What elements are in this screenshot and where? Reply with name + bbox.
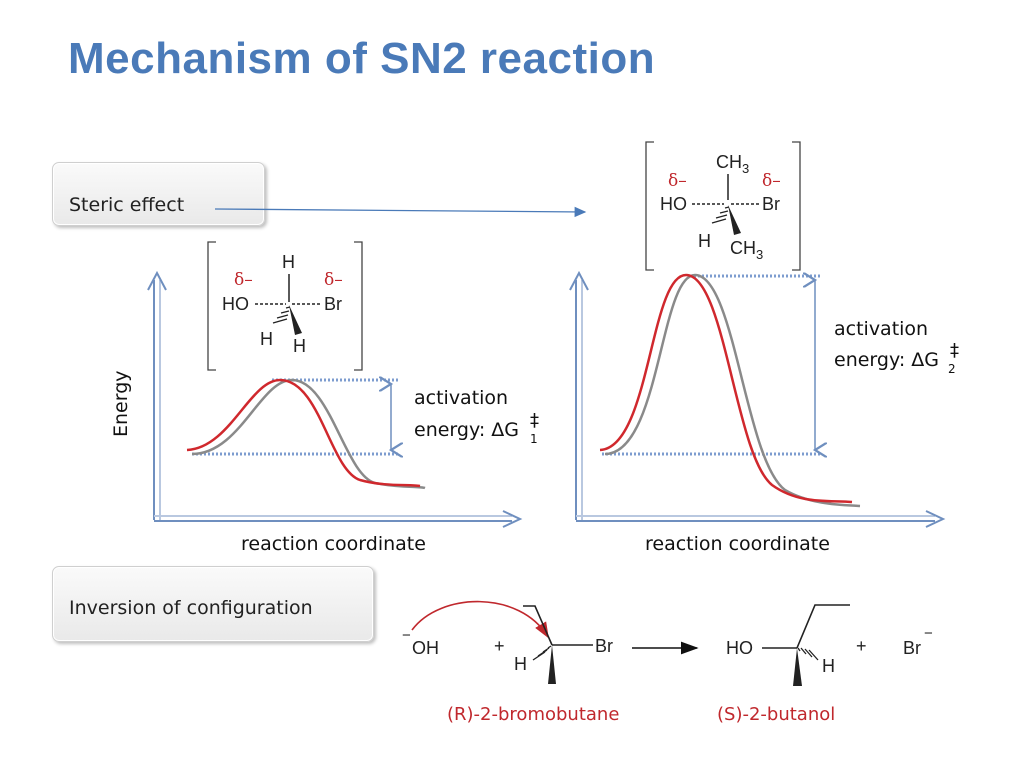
left-ylabel: Energy — [110, 370, 132, 437]
inversion-label: Inversion of configuration — [52, 566, 374, 642]
svg-text:−: − — [402, 627, 411, 644]
right-bracket-close — [792, 141, 801, 271]
right-bracket-open — [645, 141, 654, 271]
hydroxide-label: OH — [412, 638, 439, 658]
steric-effect-text: Steric effect — [69, 194, 185, 216]
right-ts-hash-bond — [711, 206, 730, 224]
left-ts-hash-bond — [272, 306, 291, 324]
left-y-axis — [147, 270, 167, 520]
right-ts-delta-left: δ– — [668, 171, 687, 191]
reactant-br: Br — [595, 636, 613, 656]
left-annotation-dagger: ‡ — [530, 410, 539, 431]
reactant-ethyl-chain — [523, 605, 553, 646]
plus-sign-2: + — [856, 636, 867, 656]
left-ts-ho: HO — [222, 294, 249, 314]
right-red-curve — [599, 273, 853, 504]
right-xlabel: reaction coordinate — [645, 533, 830, 555]
left-annotation-line1: activation — [414, 387, 508, 409]
left-ts-wedge-bond — [289, 305, 302, 335]
right-ts-wedge-bond — [728, 205, 741, 235]
right-energy-diagram: reaction coordinate activation energy: Δ… — [569, 270, 959, 555]
inversion-reaction: − OH + Br H HO H + Br − — [402, 600, 933, 725]
reactant-name: (R)-2-bromobutane — [447, 704, 619, 725]
right-annotation-line2: energy: ΔG — [834, 349, 939, 371]
left-annotation-subscript: 1 — [530, 432, 538, 446]
product-wedge-bond — [793, 648, 802, 686]
left-energy-diagram: Energy reaction coordinate activation en… — [110, 270, 539, 555]
svg-text:−: − — [924, 625, 933, 642]
left-gray-curve — [191, 378, 426, 490]
page-title: Mechanism of SN2 reaction — [68, 34, 656, 83]
inversion-text: Inversion of configuration — [69, 597, 313, 619]
right-ts-ho: HO — [660, 194, 687, 214]
right-x-axis — [576, 510, 946, 528]
right-annotation-line1: activation — [834, 318, 928, 340]
product-name: (S)-2-butanol — [717, 704, 835, 725]
left-ts-bottom-h2: H — [293, 336, 306, 356]
left-ts-delta-right: δ– — [324, 270, 343, 290]
right-gray-curve — [604, 273, 861, 508]
product-h: H — [822, 656, 835, 676]
plus-sign-1: + — [494, 636, 505, 656]
right-transition-state: CH3 δ– δ– HO Br H CH3 — [645, 141, 801, 271]
left-ts-top-h: H — [282, 252, 295, 272]
left-bracket-open — [207, 241, 216, 371]
left-ts-br: Br — [324, 294, 342, 314]
left-bracket-close — [354, 241, 363, 371]
right-annotation-dagger: ‡ — [950, 340, 959, 361]
product-ho: HO — [726, 638, 753, 658]
right-ts-top-ch3: CH3 — [716, 152, 749, 176]
product-ethyl-chain — [796, 604, 850, 649]
nucleophile-attack-arrow — [411, 600, 549, 639]
left-xlabel: reaction coordinate — [241, 533, 426, 555]
reactant-h: H — [514, 654, 527, 674]
bromide-label: Br — [903, 638, 921, 658]
left-transition-state: H δ– δ– HO Br H H — [207, 241, 363, 371]
reactant-wedge-bond — [548, 645, 556, 684]
steric-arrow — [214, 206, 587, 218]
reactant-hash-bond — [532, 645, 552, 661]
right-ts-br: Br — [762, 194, 780, 214]
left-x-axis — [154, 510, 523, 528]
right-ts-bottom-ch3: CH3 — [730, 238, 763, 262]
right-y-axis — [569, 270, 589, 520]
steric-effect-label: Steric effect — [52, 162, 265, 226]
left-annotation-line2: energy: ΔG — [414, 419, 519, 441]
left-ts-delta-left: δ– — [234, 270, 253, 290]
right-annotation-subscript: 2 — [948, 362, 956, 376]
product-hash-bond — [797, 647, 819, 661]
left-red-curve — [186, 378, 421, 488]
left-ts-bottom-h1: H — [260, 329, 273, 349]
right-ts-bottom-h: H — [698, 231, 711, 251]
right-ts-delta-right: δ– — [762, 171, 781, 191]
